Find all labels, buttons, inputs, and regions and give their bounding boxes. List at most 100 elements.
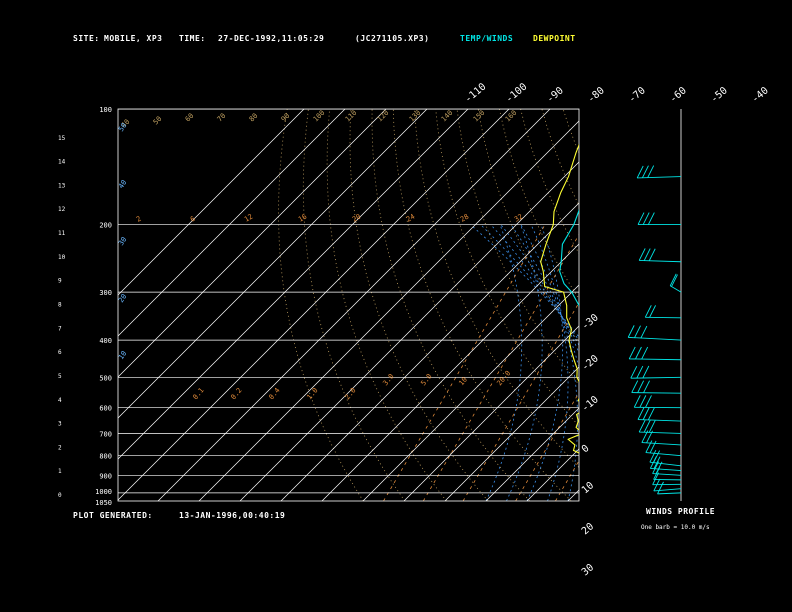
- wind-barb-flag: [643, 248, 651, 261]
- wind-barb-flag: [648, 420, 656, 433]
- dry-adiabat-label: 110: [344, 109, 359, 124]
- wind-barb-flag: [657, 481, 664, 495]
- dry-adiabat: [278, 109, 364, 501]
- mixing-ratio-line: [675, 225, 792, 501]
- dry-adiabat-label: 70: [216, 112, 228, 124]
- isotherm-label-right: -10: [580, 394, 601, 414]
- altitude-tick-label: 13: [58, 182, 66, 189]
- isotherm-label-top: -90: [545, 85, 566, 105]
- dry-adiabat-label: 120: [376, 109, 391, 124]
- wind-barb-flag: [647, 165, 655, 178]
- mixing-ratio-label: 6: [189, 215, 197, 224]
- file-value: (JC271105.XP3): [355, 34, 429, 43]
- wind-barb-flag: [642, 407, 650, 420]
- moist-adiabat-label: 50: [117, 122, 128, 134]
- mixing-ratio-label: 32: [513, 213, 524, 224]
- wind-barb-flag: [637, 407, 645, 420]
- wind-barb-flag: [637, 380, 645, 393]
- time-label: TIME:: [179, 34, 206, 43]
- altitude-tick-label: 0: [58, 492, 62, 499]
- wind-barb-shaft: [645, 452, 682, 457]
- mixing-ratio-low-label: 0.1: [191, 386, 205, 401]
- wind-barb-shaft: [649, 461, 682, 467]
- wind-barb-flag: [641, 346, 649, 360]
- isotherm: [118, 109, 346, 337]
- isotherm-label-top: -60: [668, 85, 689, 105]
- pressure-tick-label: 100: [99, 106, 112, 114]
- wind-barb-flag: [639, 395, 647, 408]
- wind-barb-shaft: [631, 392, 682, 394]
- isotherm: [691, 109, 792, 501]
- mixing-ratio-label: 20: [351, 213, 362, 224]
- mixing-ratio-low-label: 10: [457, 376, 469, 388]
- isotherm: [650, 109, 792, 501]
- mixing-ratio-line: [658, 225, 792, 501]
- dry-adiabat-label: 130: [408, 109, 423, 124]
- wind-barb-shaft: [669, 285, 682, 293]
- altitude-tick-label: 2: [58, 444, 62, 451]
- dry-adiabat-label: 100: [312, 109, 327, 124]
- pressure-tick-label: 600: [99, 405, 112, 413]
- plot-border: [117, 108, 580, 502]
- altitude-tick-label: 10: [58, 254, 66, 261]
- dry-adiabat: [349, 109, 489, 501]
- wind-barb-flag: [644, 305, 652, 318]
- mixing-ratio-low-label: 1.0: [305, 386, 319, 401]
- altitude-tick-label: 1: [58, 468, 62, 475]
- dry-adiabat-label: 150: [472, 109, 487, 124]
- isotherm: [157, 109, 551, 501]
- isotherm: [118, 109, 469, 460]
- wind-barb-flag: [638, 248, 646, 261]
- wind-barb-shaft: [657, 492, 682, 495]
- pressure-tick-label: 700: [99, 430, 112, 438]
- isotherm-label-top: -80: [586, 85, 607, 105]
- wind-barb-flag: [627, 325, 635, 338]
- pressure-tick-label: 400: [99, 337, 112, 345]
- moist-adiabat: [506, 224, 543, 501]
- wind-barb-flag: [642, 212, 650, 225]
- dry-adiabat: [414, 109, 579, 469]
- wind-barb-flag: [633, 395, 641, 408]
- mixing-ratio-line: [383, 224, 546, 501]
- dry-adiabat-label: 60: [184, 112, 196, 124]
- dry-adiabat: [435, 109, 579, 427]
- isotherm-label-top: -100: [504, 81, 530, 105]
- isotherm: [362, 284, 579, 501]
- pressure-tick-label: 800: [99, 453, 112, 461]
- moist-adiabat: [526, 224, 564, 501]
- mixing-ratio-label: 28: [459, 213, 470, 224]
- altitude-tick-label: 6: [58, 349, 62, 356]
- dry-adiabat: [606, 109, 792, 501]
- isotherm: [118, 109, 305, 296]
- pressure-tick-label: 200: [99, 222, 112, 230]
- isotherm: [118, 109, 510, 501]
- dry-adiabat: [371, 109, 530, 501]
- wind-barb-flag: [671, 274, 678, 287]
- isotherm-label-right: 20: [580, 521, 596, 537]
- altitude-tick-label: 11: [58, 230, 66, 237]
- isotherm: [609, 109, 792, 501]
- moist-adiabat: [470, 224, 579, 338]
- wind-barb-flag: [634, 325, 641, 338]
- dry-adiabat-label: 160: [504, 109, 519, 124]
- dry-adiabat: [562, 109, 579, 154]
- wind-barb-flag: [635, 346, 642, 360]
- dry-adiabat-label: 90: [280, 112, 292, 124]
- wind-barb-flag: [642, 365, 650, 379]
- isotherm: [403, 325, 579, 501]
- legend-temp: TEMP/WINDS: [460, 34, 513, 43]
- isotherm-label-right: -30: [580, 312, 601, 332]
- wind-barb-shaft: [650, 467, 682, 472]
- wind-barb-shaft: [628, 336, 682, 341]
- isotherm-label-right: 30: [580, 562, 596, 578]
- wind-barb-shaft: [639, 431, 682, 434]
- mixing-ratio-low-label: 0.4: [267, 386, 281, 401]
- dry-adiabat: [392, 109, 572, 501]
- moist-adiabat-label: 30: [117, 236, 128, 248]
- isotherm: [732, 109, 792, 501]
- isotherm: [485, 407, 579, 501]
- mixing-ratio-label: 12: [243, 213, 254, 224]
- pressure-tick-label: 1050: [95, 499, 112, 507]
- mixing-ratio-line: [555, 459, 579, 501]
- dry-adiabat: [541, 109, 579, 207]
